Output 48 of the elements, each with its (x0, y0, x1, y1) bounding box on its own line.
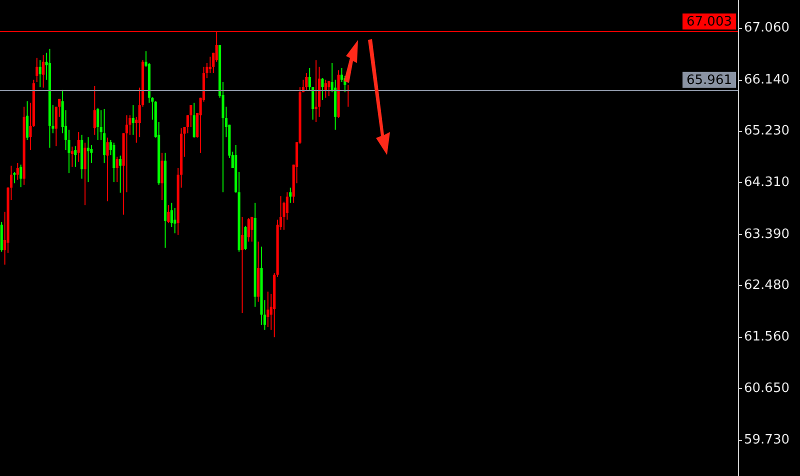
candlestick (84, 142, 86, 206)
ref-line-label: 67.003 (686, 14, 732, 30)
candlestick (103, 108, 106, 164)
candlestick (266, 291, 270, 328)
y-tick-label: 66.140 (744, 72, 790, 88)
candlestick (167, 204, 170, 224)
candlestick (20, 164, 22, 188)
y-tick-label: 63.390 (744, 226, 790, 242)
candlestick (13, 171, 16, 184)
candlestick (289, 187, 292, 204)
candlestick (321, 78, 324, 101)
candlestick (77, 132, 80, 162)
ref-line-label: 65.961 (686, 72, 732, 88)
y-tick-label: 60.650 (744, 380, 790, 396)
y-tick-label: 61.560 (744, 330, 790, 345)
candlestick (112, 142, 116, 183)
candlestick (190, 104, 192, 128)
candlestick (42, 54, 45, 88)
candlestick (74, 146, 77, 168)
candlestick (106, 137, 109, 202)
candlestick (186, 114, 189, 134)
candlestick (247, 218, 250, 242)
candlestick (174, 207, 176, 234)
candlestick (305, 72, 308, 90)
y-tick-label: 64.310 (744, 175, 790, 190)
candlestick (96, 107, 100, 140)
candlestick (54, 106, 58, 147)
candlestick (192, 102, 196, 138)
candlestick (324, 79, 327, 98)
y-tick-label: 59.730 (744, 432, 790, 448)
candlestick (93, 85, 96, 136)
y-tick-label: 65.230 (744, 123, 790, 138)
candlestick (328, 80, 330, 97)
candlestick (250, 216, 254, 242)
candlestick (116, 156, 118, 183)
candlestick (160, 152, 164, 201)
candlestick (240, 216, 244, 314)
candlestick (38, 60, 42, 88)
candlestick (26, 100, 29, 140)
candlestick (16, 162, 19, 180)
candlestick (36, 57, 38, 83)
candlestick (244, 225, 247, 251)
y-tick-label: 62.480 (744, 278, 790, 293)
candlestick (125, 114, 128, 193)
candlestick (70, 146, 74, 168)
y-tick-label: 67.060 (744, 20, 790, 36)
candlestick (119, 155, 122, 194)
candlestick (132, 104, 134, 136)
